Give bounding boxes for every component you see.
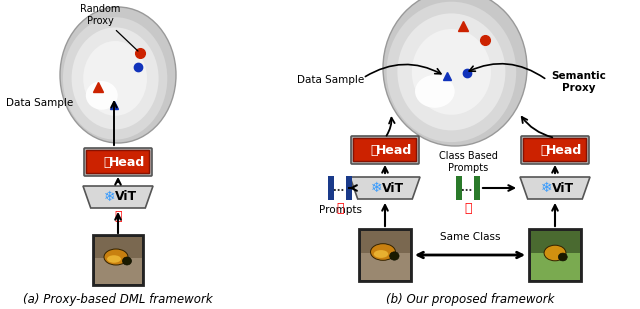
Text: ...: ... (333, 183, 344, 193)
FancyBboxPatch shape (360, 231, 410, 280)
Ellipse shape (397, 13, 506, 130)
Text: Class Based
Prompts: Class Based Prompts (438, 151, 497, 173)
Text: Head: Head (109, 155, 145, 168)
Ellipse shape (390, 252, 399, 260)
Text: (b) Our proposed framework: (b) Our proposed framework (386, 294, 554, 307)
FancyBboxPatch shape (359, 229, 411, 281)
FancyBboxPatch shape (353, 138, 417, 162)
Text: (a) Proxy-based DML framework: (a) Proxy-based DML framework (23, 294, 213, 307)
Ellipse shape (387, 2, 516, 142)
Ellipse shape (374, 250, 388, 258)
Text: ViT: ViT (115, 191, 138, 204)
Text: Random
Proxy: Random Proxy (80, 4, 138, 51)
Text: ❄: ❄ (541, 181, 552, 195)
Text: Data Sample: Data Sample (6, 98, 73, 108)
FancyBboxPatch shape (531, 231, 579, 280)
FancyBboxPatch shape (456, 176, 462, 200)
Text: ViT: ViT (382, 181, 404, 194)
Text: Head: Head (546, 143, 582, 156)
Ellipse shape (60, 7, 176, 143)
Ellipse shape (107, 255, 121, 263)
Text: 🔥: 🔥 (540, 143, 548, 156)
FancyBboxPatch shape (93, 235, 143, 285)
Text: Prompts: Prompts (319, 205, 362, 215)
FancyBboxPatch shape (521, 136, 589, 164)
Text: Data Sample: Data Sample (298, 75, 365, 85)
Ellipse shape (412, 29, 491, 115)
Text: Head: Head (376, 143, 412, 156)
Ellipse shape (415, 75, 454, 108)
FancyBboxPatch shape (360, 231, 410, 253)
Text: 🔥: 🔥 (370, 143, 378, 156)
Ellipse shape (104, 249, 128, 265)
FancyBboxPatch shape (95, 236, 141, 283)
Text: 🔥: 🔥 (336, 201, 344, 214)
Ellipse shape (72, 28, 159, 129)
Text: ❄: ❄ (371, 181, 383, 195)
Polygon shape (520, 177, 590, 199)
Text: ❄: ❄ (104, 190, 115, 204)
Text: Same Class: Same Class (440, 232, 500, 242)
Text: ...: ... (461, 183, 472, 193)
FancyBboxPatch shape (95, 236, 141, 258)
FancyBboxPatch shape (531, 252, 579, 280)
FancyBboxPatch shape (524, 138, 586, 162)
Ellipse shape (86, 81, 118, 110)
Ellipse shape (371, 244, 396, 260)
Text: Semantic
Proxy: Semantic Proxy (552, 71, 607, 93)
Text: ViT: ViT (552, 181, 575, 194)
Ellipse shape (122, 257, 131, 265)
FancyBboxPatch shape (474, 176, 480, 200)
Polygon shape (83, 186, 153, 208)
FancyBboxPatch shape (328, 176, 334, 200)
Ellipse shape (558, 253, 567, 261)
Ellipse shape (383, 0, 527, 146)
Polygon shape (350, 177, 420, 199)
Ellipse shape (544, 245, 566, 261)
FancyBboxPatch shape (351, 136, 419, 164)
Ellipse shape (63, 17, 167, 140)
Text: 🔥: 🔥 (115, 210, 122, 223)
FancyBboxPatch shape (529, 229, 581, 281)
Text: 🔥: 🔥 (103, 155, 111, 168)
Text: 🔥: 🔥 (464, 201, 472, 214)
FancyBboxPatch shape (86, 150, 150, 173)
FancyBboxPatch shape (346, 176, 352, 200)
Ellipse shape (83, 41, 147, 116)
FancyBboxPatch shape (84, 148, 152, 176)
